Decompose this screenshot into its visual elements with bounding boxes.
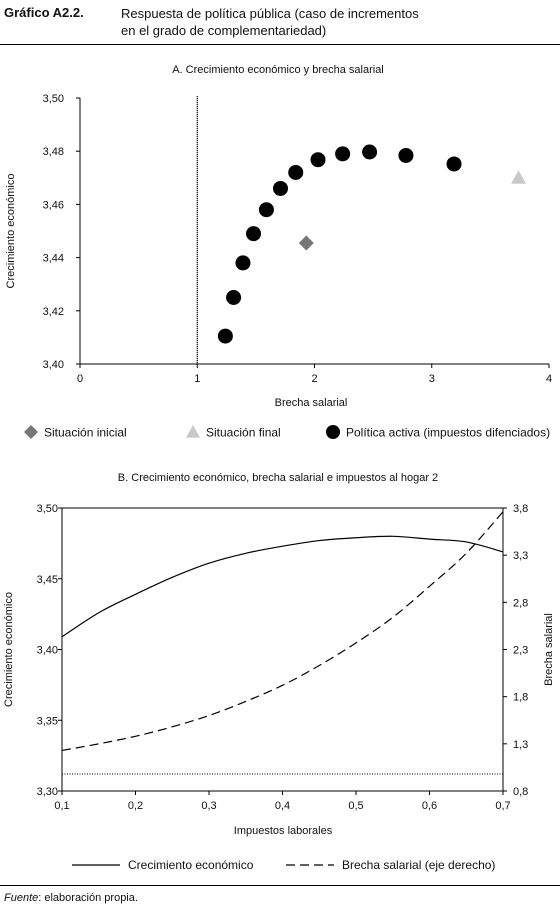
figure-title-line-1: Respuesta de política pública (caso de i…: [121, 6, 419, 21]
footnote: Fuente: elaboración propia.: [4, 892, 138, 904]
chart-a-legend-marker-diamond: [24, 425, 38, 439]
chart-b-y-right-tick-label: 1,3: [513, 739, 528, 751]
footnote-text: : elaboración propia.: [38, 892, 138, 904]
chart-a-x-tick-label: 3: [429, 373, 435, 385]
chart-b-y-tick-label: 3,35: [37, 715, 58, 727]
chart-a-point-circle: [235, 255, 251, 271]
chart-a-y-tick-label: 3,44: [43, 253, 64, 265]
chart-b-x-tick-label: 0,6: [422, 800, 437, 812]
chart-a-x-tick-label: 2: [311, 373, 317, 385]
bottom-rule: [0, 885, 560, 886]
chart-a-point-circle: [362, 144, 378, 160]
chart-b-x-tick-label: 0,1: [54, 800, 69, 812]
chart-b-y-right-tick-label: 3,3: [513, 550, 528, 562]
chart-b-x-label: Impuestos laborales: [234, 825, 333, 837]
figure-title-line-2: en el grado de complementariedad): [121, 23, 327, 38]
chart-a-point-triangle: [511, 170, 527, 184]
chart-b-y-right-label: Brecha salarial: [543, 613, 555, 686]
chart-a-point-circle: [272, 180, 288, 196]
chart-a-legend-label: Política activa (impuestos difenciados): [346, 426, 550, 440]
chart-b-y-right-tick-label: 2,3: [513, 645, 528, 657]
chart-a-title: A. Crecimiento económico y brecha salari…: [172, 64, 384, 76]
chart-a-point-circle: [258, 202, 274, 218]
chart-a-legend-marker-circle: [326, 425, 340, 439]
chart-a-y-tick-label: 3,48: [43, 146, 64, 158]
figure-number: Gráfico A2.2.: [4, 5, 84, 20]
chart-b-title: B. Crecimiento económico, brecha salaria…: [118, 472, 438, 484]
chart-b-y-tick-label: 3,50: [37, 503, 58, 515]
chart-b-y-right-tick-label: 1,8: [513, 692, 528, 704]
chart-b-y-right-tick-label: 3,8: [513, 503, 528, 515]
chart-b-y-tick-label: 3,45: [37, 574, 58, 586]
chart-b-y-right-tick-label: 0,8: [513, 786, 528, 798]
chart-a-point-circle: [310, 152, 326, 168]
chart-a-x-tick-label: 4: [546, 373, 552, 385]
chart-a-point-circle: [217, 328, 233, 344]
chart-b-x-tick-label: 0,5: [348, 800, 363, 812]
chart-a-y-tick-label: 3,42: [43, 306, 64, 318]
chart-a-point-circle: [226, 290, 242, 305]
chart-a-y-label: Crecimiento económico: [5, 174, 17, 289]
chart-a-point-circle: [246, 226, 262, 242]
chart-a-x-label: Brecha salarial: [275, 397, 348, 409]
chart-a-point-circle: [288, 164, 304, 180]
chart-a-legend-label: Situación inicial: [44, 426, 127, 440]
chart-a-legend-label: Situación final: [206, 426, 281, 440]
chart-b-y-right-tick-label: 2,8: [513, 597, 528, 609]
chart-a-point-diamond: [298, 235, 314, 251]
chart-a-y-tick-label: 3,40: [43, 359, 64, 371]
chart-a-x-tick-label: 0: [77, 373, 83, 385]
chart-a-point-circle: [446, 156, 462, 172]
chart-b-y-tick-label: 3,30: [37, 786, 58, 798]
top-rule: [0, 44, 560, 45]
chart-b-legend-label: Brecha salarial (eje derecho): [342, 858, 495, 872]
chart-a-x-tick-label: 1: [194, 373, 200, 385]
chart-b-x-tick-label: 0,4: [275, 800, 290, 812]
chart-a-y-tick-label: 3,46: [43, 199, 64, 211]
chart-b-x-tick-label: 0,3: [201, 800, 216, 812]
chart-b-series-line-brecha: [61, 511, 504, 752]
chart-b-y-tick-label: 3,40: [37, 645, 58, 657]
chart-b-x-tick-label: 0,7: [495, 800, 510, 812]
chart-a: A. Crecimiento económico y brecha salari…: [5, 64, 552, 440]
chart-a-y-tick-label: 3,50: [43, 93, 64, 105]
chart-b-y-label: Crecimiento económico: [3, 592, 15, 707]
chart-b-series-line-crecimiento: [61, 535, 504, 638]
chart-a-point-circle: [398, 147, 414, 163]
chart-b-legend-label: Crecimiento económico: [128, 858, 254, 872]
footnote-lead: Fuente: [4, 892, 39, 904]
chart-b-x-tick-label: 0,2: [128, 800, 143, 812]
chart-b-plot-frame: [61, 507, 504, 792]
chart-a-point-circle: [335, 146, 351, 162]
figure-title: Respuesta de política pública (caso de i…: [121, 5, 541, 39]
chart-a-legend-marker-triangle: [186, 425, 200, 438]
